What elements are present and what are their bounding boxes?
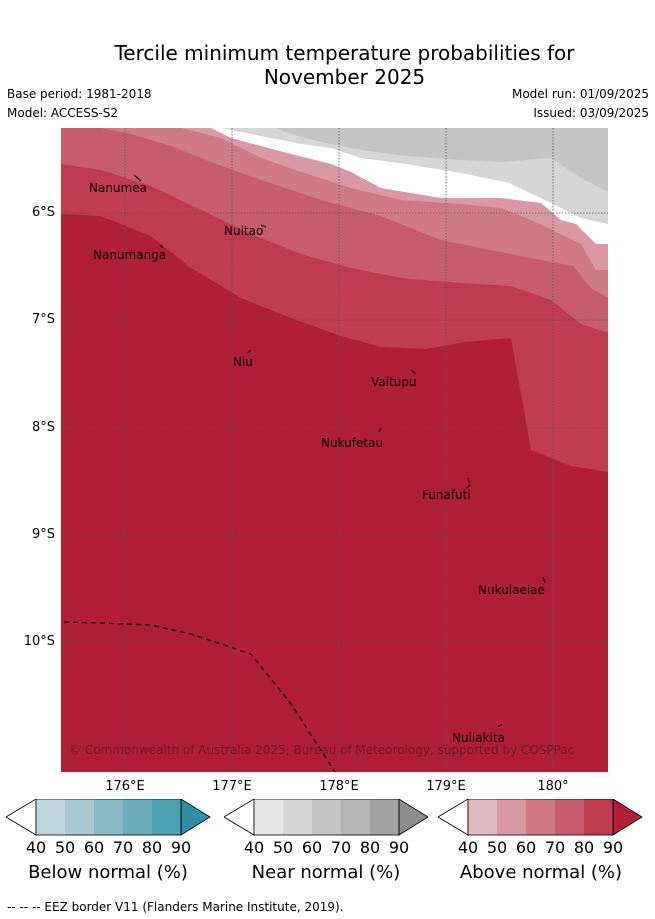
near-60-region (276, 128, 608, 192)
x-tick-label: 176°E (105, 779, 145, 794)
place-label: Nukufetau (321, 436, 383, 450)
below-normal-colorbar (6, 799, 211, 836)
colorbar-tick: 50 (486, 838, 508, 857)
probability-map: Nanumea Nuitao Nanumanga Niu Vaitupu Nuk… (61, 128, 608, 772)
title-line-2: November 2025 (263, 65, 426, 89)
colorbar-tick: 70 (544, 838, 566, 857)
colorbar-tick: 50 (272, 838, 294, 857)
model-run: Model run: 01/09/2025 (511, 87, 649, 101)
colorbar-tick: 80 (573, 838, 595, 857)
colorbar-tick: 40 (457, 838, 479, 857)
place-label: Funafuti (422, 488, 471, 502)
colorbar-tick: 80 (141, 838, 163, 857)
colorbar-tick: 90 (602, 838, 624, 857)
y-tick-label: 6°S (31, 205, 55, 220)
place-label: Nanumea (89, 181, 147, 195)
place-label: Nanumanga (93, 248, 166, 262)
colorbar-tick: 60 (301, 838, 323, 857)
colorbar-tick: 90 (170, 838, 192, 857)
place-label: Vaitupu (371, 375, 417, 389)
place-label: Niu (233, 355, 253, 369)
colorbar-tick: 60 (515, 838, 537, 857)
above-normal-colorbar (438, 799, 643, 836)
place-label: Nukulaelae (478, 583, 545, 597)
x-tick-label: 179°E (426, 779, 466, 794)
below-normal-title: Below normal (%) (28, 862, 188, 883)
graticule (61, 128, 608, 772)
colorbar-tick: 90 (388, 838, 410, 857)
place-label: Nuilakita (452, 731, 505, 745)
model-name: Model: ACCESS-S2 (7, 106, 119, 120)
y-tick-label: 10°S (23, 634, 55, 649)
x-tick-label: 178°E (319, 779, 359, 794)
x-tick-label: 180° (537, 779, 569, 794)
chart-title: Tercile minimum temperature probabilitie… (0, 41, 655, 89)
near-normal-colorbar (224, 799, 429, 836)
colorbar-tick: 50 (54, 838, 76, 857)
place-label: Nuitao (224, 224, 263, 238)
colorbar-tick: 70 (330, 838, 352, 857)
title-line-1: Tercile minimum temperature probabilitie… (114, 41, 575, 65)
colorbar-tick: 40 (243, 838, 265, 857)
eez-border (63, 621, 336, 772)
colorbar-tick: 70 (112, 838, 134, 857)
colorbar-tick: 60 (83, 838, 105, 857)
eez-footnote: -- -- -- EEZ border V11 (Flanders Marine… (7, 900, 344, 914)
colorbar-tick: 40 (25, 838, 47, 857)
base-period: Base period: 1981-2018 (7, 87, 152, 101)
below-normal-swatches (36, 799, 181, 835)
island-outlines (133, 174, 546, 727)
above-normal-title: Above normal (%) (459, 862, 623, 883)
near-normal-title: Near normal (%) (251, 862, 401, 883)
colorbar-tick: 80 (359, 838, 381, 857)
issued-date: Issued: 03/09/2025 (533, 106, 649, 120)
y-tick-label: 8°S (31, 420, 55, 435)
y-tick-label: 9°S (31, 527, 55, 542)
y-tick-label: 7°S (31, 312, 55, 327)
x-tick-label: 177°E (212, 779, 252, 794)
copyright-note: © Commonwealth of Australia 2025, Bureau… (69, 743, 574, 757)
